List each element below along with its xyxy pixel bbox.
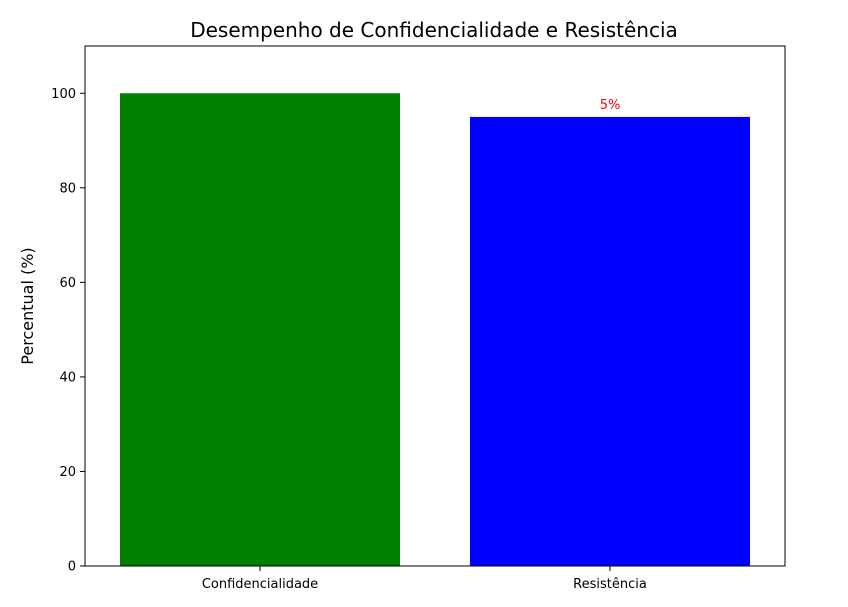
y-axis-label: Percentual (%) — [18, 247, 37, 364]
y-axis: 0 20 40 60 80 100 — [51, 87, 85, 575]
x-tick-label: Resistência — [573, 577, 647, 592]
y-tick-label: 60 — [59, 276, 76, 291]
y-tick-label: 100 — [51, 87, 76, 102]
y-tick-label: 80 — [59, 181, 76, 196]
y-tick-label: 40 — [59, 370, 76, 385]
x-tick-label: Confidencialidade — [202, 577, 318, 592]
chart-title: Desempenho de Confidencialidade e Resist… — [190, 18, 678, 42]
bar-annotation: 5% — [600, 98, 621, 113]
x-axis: Confidencialidade Resistência — [202, 566, 647, 592]
plot-frame — [84, 45, 786, 567]
annotations-group: 5% — [600, 98, 621, 113]
y-tick-label: 20 — [59, 465, 76, 480]
bar-0 — [120, 93, 400, 566]
bar-1 — [470, 116, 750, 566]
bars-group — [120, 93, 750, 566]
y-tick-label: 0 — [68, 560, 76, 575]
